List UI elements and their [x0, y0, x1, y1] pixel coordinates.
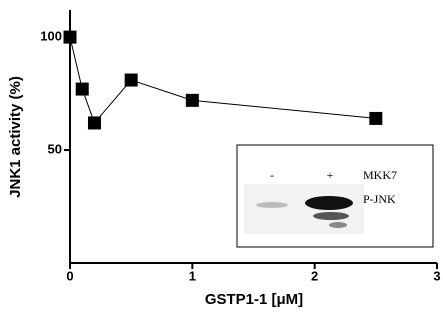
y-tick-label: 100 [40, 29, 62, 44]
x-tick-label: 1 [189, 268, 196, 283]
chart: JNK1 activity (%) GSTP1-1 [μM] - + MKK7 … [0, 0, 443, 320]
blot-band [329, 222, 347, 228]
blot-band [256, 202, 288, 208]
data-point [125, 74, 138, 87]
data-point [64, 31, 77, 44]
inset-label: - [270, 168, 274, 182]
x-tick-label: 3 [433, 268, 440, 283]
data-point [369, 112, 382, 125]
data-point [88, 116, 101, 129]
blot-band [313, 212, 349, 220]
blot-band [305, 196, 353, 210]
x-tick-label: 2 [311, 268, 318, 283]
data-line [70, 37, 376, 123]
blot-background [244, 184, 364, 234]
y-axis-label: JNK1 activity (%) [7, 76, 24, 198]
y-tick-label: 50 [48, 141, 62, 156]
data-point [76, 83, 89, 96]
inset-label: + [327, 168, 334, 182]
x-axis-label: GSTP1-1 [μM] [205, 291, 303, 308]
inset-blot: - + MKK7 P-JNK [237, 145, 433, 247]
x-tick-label: 0 [66, 268, 73, 283]
inset-label: MKK7 [363, 168, 397, 182]
inset-label: P-JNK [363, 192, 396, 206]
data-point [186, 94, 199, 107]
